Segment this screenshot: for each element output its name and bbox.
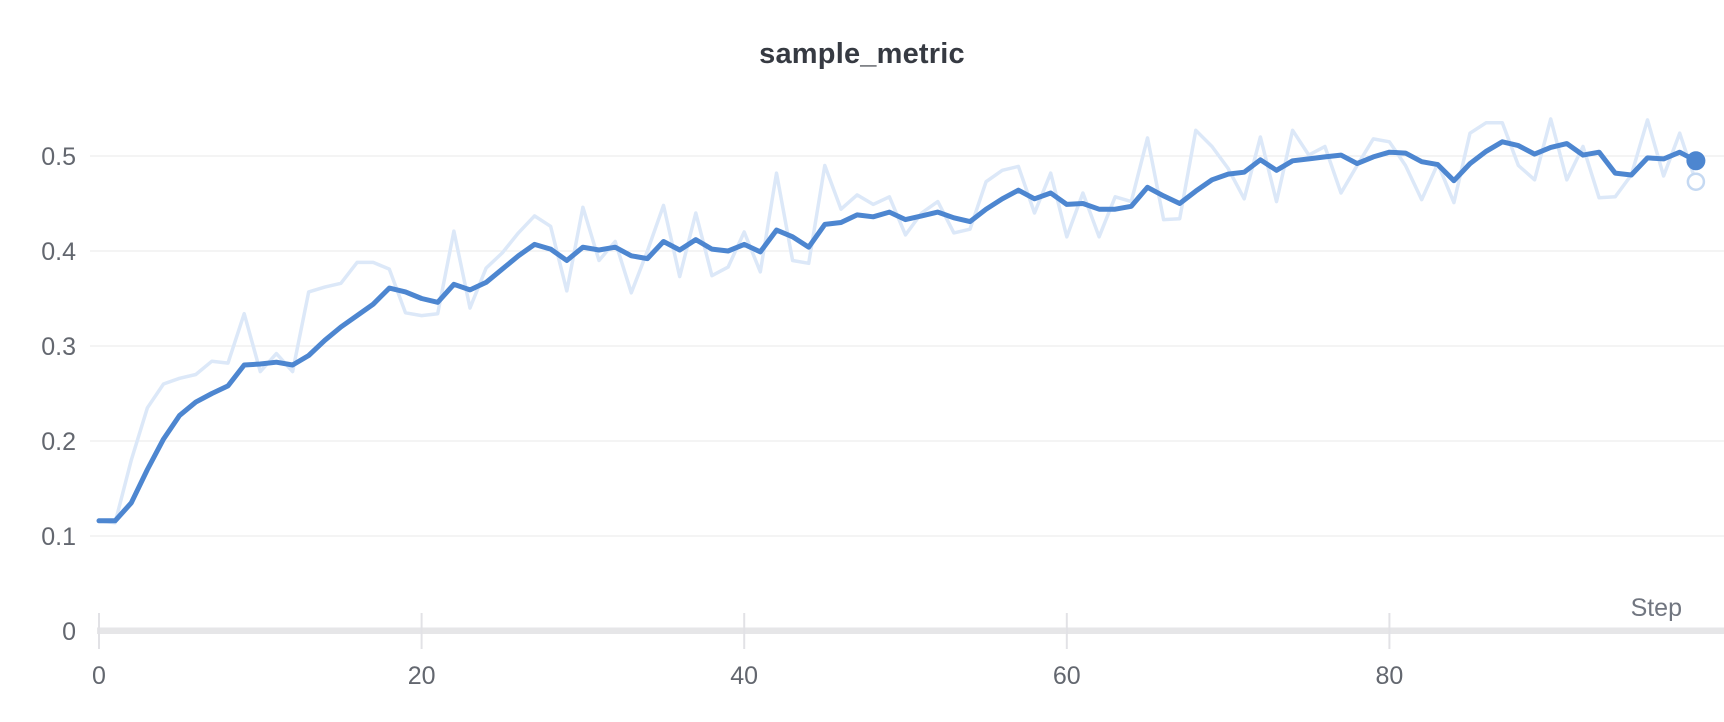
chart-title: sample_metric — [759, 38, 965, 70]
x-tick-label-80: 80 — [1375, 662, 1403, 690]
y-tick-label-0.2: 0.2 — [41, 428, 76, 456]
raw-endpoint-ring — [1686, 172, 1706, 191]
x-tick-label-60: 60 — [1053, 662, 1081, 690]
x-tick-label-0: 0 — [92, 662, 106, 690]
y-axis-labels: 0 0.1 0.2 0.3 0.4 0.5 — [41, 143, 76, 646]
smoothed-series-line — [96, 139, 1699, 524]
x-axis-baseline — [97, 627, 1724, 634]
y-tick-label-0.4: 0.4 — [41, 238, 76, 266]
x-axis-title: Step — [1631, 594, 1682, 622]
smoothed-endpoint-dot — [1686, 151, 1706, 171]
x-tick-label-20: 20 — [408, 662, 436, 690]
y-tick-label-0.1: 0.1 — [41, 523, 76, 551]
y-tick-label-0: 0 — [62, 618, 76, 646]
x-tick-label-40: 40 — [730, 662, 758, 690]
y-tick-label-0.5: 0.5 — [41, 143, 76, 171]
y-tick-label-0.3: 0.3 — [41, 333, 76, 361]
gridlines — [90, 155, 1724, 537]
x-axis: 0 20 40 60 80 — [92, 613, 1724, 690]
series-lines — [96, 117, 1706, 525]
